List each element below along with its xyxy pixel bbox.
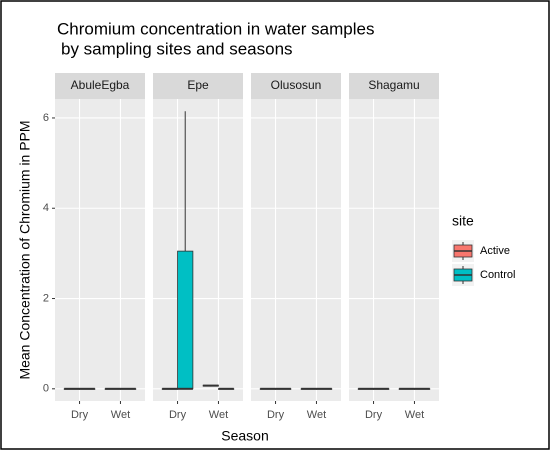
legend-label: Control: [480, 269, 515, 281]
strip: [55, 73, 145, 99]
x-tick-label: Dry: [169, 409, 187, 421]
y-axis-title: Mean Concentration of Chromium in PPM: [17, 120, 33, 379]
y-tick-label: 4: [43, 202, 49, 214]
chart-title: Chromium concentration in water samples: [57, 19, 374, 38]
strip: [349, 73, 439, 99]
legend-label: Active: [480, 245, 510, 257]
x-tick-label: Dry: [365, 409, 383, 421]
y-tick-label: 0: [43, 383, 49, 395]
panel: [349, 99, 439, 401]
y-tick-label: 6: [43, 112, 49, 124]
x-tick-label: Dry: [267, 409, 285, 421]
panel: [55, 99, 145, 401]
legend-title: site: [452, 213, 474, 229]
x-axis-title: Season: [221, 428, 268, 444]
strip-label: Shagamu: [368, 78, 419, 92]
x-tick-label: Dry: [71, 409, 89, 421]
strip-label: Epe: [187, 78, 209, 92]
x-tick-label: Wet: [209, 409, 228, 421]
strip: [251, 73, 341, 99]
panel: [153, 99, 243, 401]
strip: [153, 73, 243, 99]
x-tick-label: Wet: [405, 409, 424, 421]
y-tick-label: 2: [43, 292, 49, 304]
x-tick-label: Wet: [111, 409, 130, 421]
x-tick-label: Wet: [307, 409, 326, 421]
strip-label: Olusosun: [271, 78, 322, 92]
chart-title: by sampling sites and seasons: [61, 39, 293, 58]
panel: [251, 99, 341, 401]
strip-label: AbuleEgba: [71, 78, 130, 92]
box: [177, 250, 194, 390]
